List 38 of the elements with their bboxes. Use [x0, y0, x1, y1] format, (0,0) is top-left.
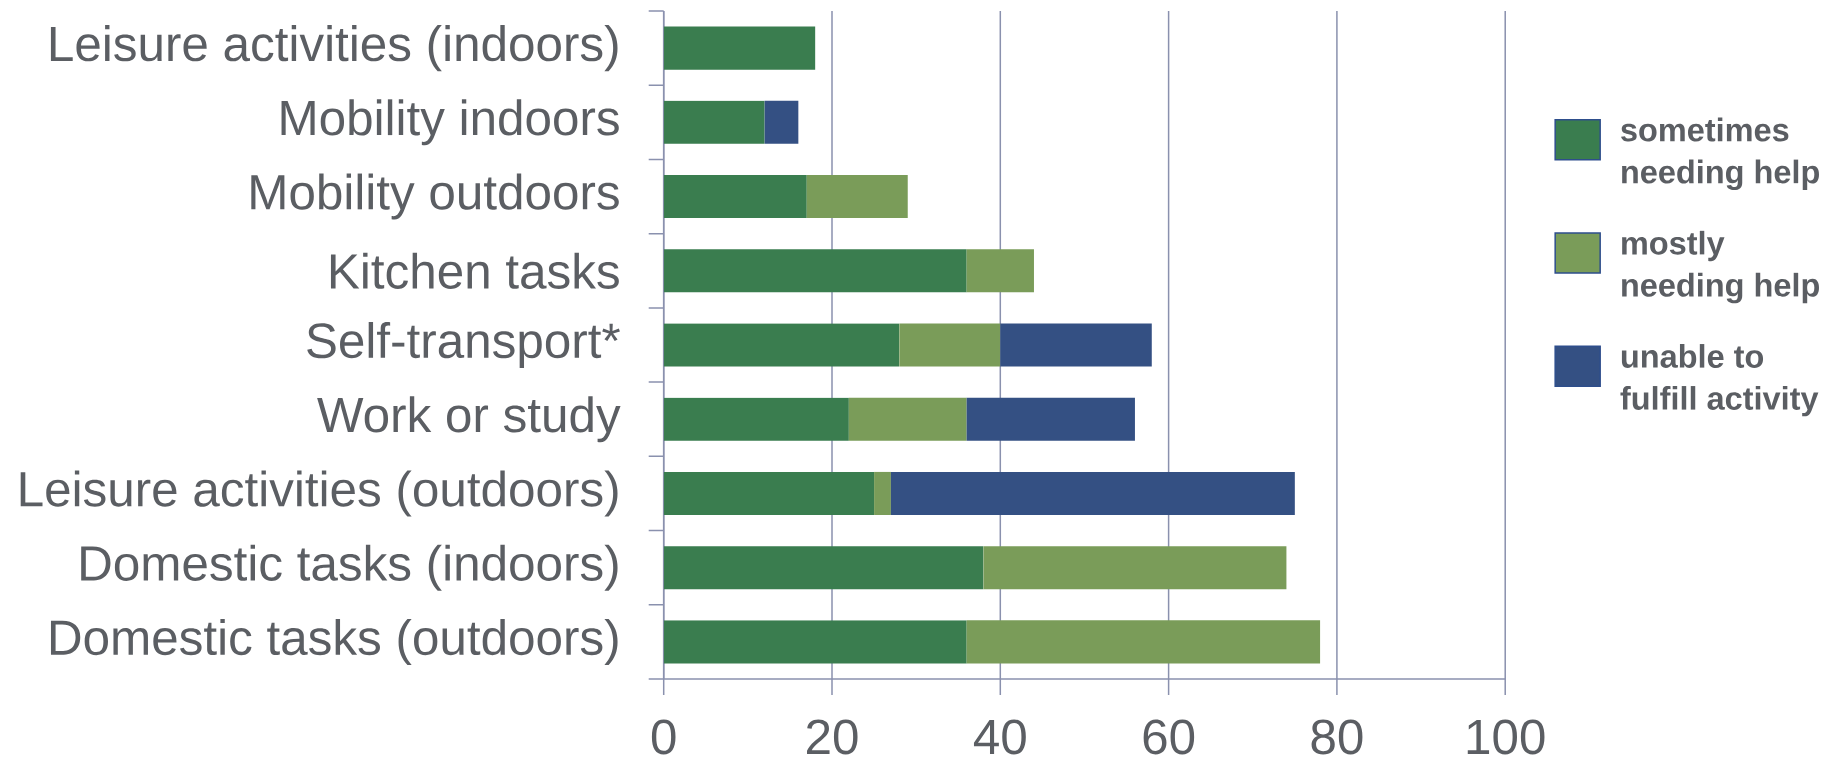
bar: [848, 397, 967, 441]
y-tick-label: Work or study: [317, 396, 621, 443]
x-tick-label: 20: [807, 719, 858, 755]
bar: [966, 620, 1321, 664]
bar: [663, 323, 900, 367]
x-tick-label: 60: [1143, 719, 1195, 755]
bar: [983, 546, 1287, 590]
legend-label: mostly needing help: [1622, 230, 1819, 304]
bar: [663, 397, 849, 441]
bar: [663, 620, 967, 664]
x-tick-label: 80: [1311, 719, 1363, 755]
bar: [663, 100, 765, 144]
y-tick-label: Kitchen tasks: [330, 252, 619, 289]
bar: [874, 471, 891, 515]
bar: [663, 26, 816, 70]
legend-label: sometimes needing help: [1621, 117, 1819, 191]
x-tick-label: 0: [651, 719, 676, 755]
y-tick-label: Domestic tasks (outdoors): [50, 618, 618, 665]
bar: [663, 249, 967, 293]
y-tick-label: Mobility indoors: [281, 99, 619, 146]
bar: [663, 471, 875, 515]
bar: [764, 100, 799, 144]
bar: [663, 546, 984, 590]
legend-label: unable to fulfill activity: [1620, 344, 1819, 417]
y-tick-label: Leisure activities (indoors): [50, 25, 618, 72]
bar: [663, 175, 807, 219]
y-tick-label: Mobility outdoors: [251, 173, 619, 220]
y-tick-label: Domestic tasks (indoors): [81, 544, 618, 591]
y-tick-label: Leisure activities (outdoors): [20, 470, 618, 517]
bar: [899, 323, 1001, 367]
bar: [806, 175, 908, 219]
bar: [1000, 323, 1152, 367]
x-tick-label: 100: [1467, 719, 1545, 755]
bar: [966, 397, 1135, 441]
x-tick-label: 40: [973, 719, 1026, 755]
bar: [890, 471, 1295, 515]
bar: [966, 249, 1034, 293]
y-tick-label: Self-transport*: [307, 321, 620, 369]
